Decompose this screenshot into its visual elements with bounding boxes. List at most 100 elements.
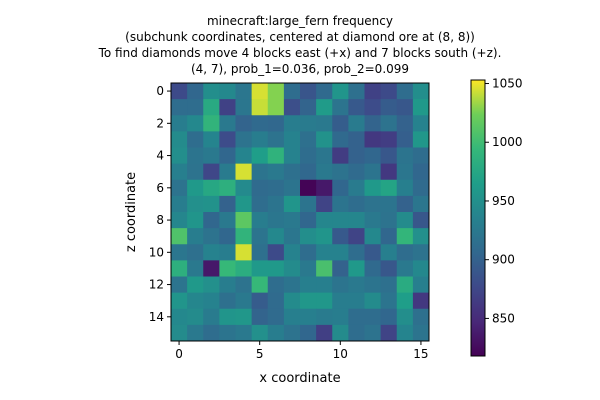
heatmap-cell (332, 147, 349, 165)
heatmap-cell (203, 115, 220, 132)
heatmap-cell (187, 276, 204, 294)
heatmap-cell (316, 324, 333, 342)
heatmap-cell (251, 308, 269, 326)
title-line-4: (4, 7), prob_1=0.036, prob_2=0.099 (190, 62, 410, 76)
heatmap-cell (187, 244, 204, 261)
heatmap-cell (348, 292, 365, 310)
heatmap-cell (171, 308, 188, 326)
heatmap-cell (300, 276, 317, 294)
heatmap-cell (348, 147, 365, 165)
heatmap-cell (300, 131, 317, 148)
heatmap-cell (332, 228, 349, 245)
y-tick-label: 4 (156, 149, 164, 163)
heatmap-cell (283, 179, 301, 197)
heatmap-cell (283, 99, 301, 116)
heatmap-cell (235, 276, 253, 294)
heatmap-cell (300, 292, 317, 310)
heatmap-cell (364, 99, 382, 116)
heatmap-cell (412, 99, 430, 116)
heatmap-cell (412, 276, 430, 294)
heatmap-cell (267, 99, 285, 116)
x-tick-label: 10 (333, 347, 348, 361)
heatmap-cell (203, 131, 220, 148)
heatmap-cell (219, 292, 236, 310)
heatmap-cell (364, 244, 382, 261)
heatmap-cell (283, 228, 301, 245)
heatmap-cell (412, 260, 430, 277)
heatmap-cell (219, 195, 236, 213)
heatmap-cell (300, 147, 317, 165)
heatmap-cell (332, 99, 349, 116)
heatmap-cell (364, 147, 382, 165)
heatmap-cell (316, 99, 333, 116)
heatmap-cell (203, 212, 220, 229)
heatmap-cell (364, 276, 382, 294)
heatmap-cell (283, 115, 301, 132)
x-tick-label: 15 (413, 347, 428, 361)
heatmap-cell (203, 163, 220, 181)
heatmap-cell (187, 99, 204, 116)
colorbar (470, 79, 486, 357)
heatmap-cell (380, 195, 398, 213)
heatmap-cell (267, 276, 285, 294)
heatmap-cell (396, 308, 414, 326)
heatmap-cell (235, 115, 253, 132)
heatmap-cell (396, 212, 414, 229)
heatmap-cell (332, 195, 349, 213)
y-tick-label: 2 (156, 116, 164, 130)
heatmap-cell (251, 147, 269, 165)
colorbar-tick-label: 900 (492, 253, 515, 267)
heatmap-cell (300, 260, 317, 277)
heatmap-cell (235, 212, 253, 229)
heatmap-cell (171, 99, 188, 116)
heatmap-cell (364, 228, 382, 245)
heatmap-cell (235, 179, 253, 197)
heatmap-cell (380, 83, 398, 100)
heatmap-cell (267, 163, 285, 181)
heatmap-cell (219, 115, 236, 132)
heatmap-cell (316, 260, 333, 277)
heatmap-cell (251, 260, 269, 277)
heatmap-cell (171, 260, 188, 277)
heatmap-cell (396, 195, 414, 213)
heatmap-cell (396, 147, 414, 165)
heatmap-cell (171, 131, 188, 148)
heatmap-cell (300, 83, 317, 100)
heatmap-cell (283, 212, 301, 229)
heatmap-cell (187, 308, 204, 326)
heatmap-cell (332, 276, 349, 294)
heatmap-cell (187, 83, 204, 100)
heatmap-cell (380, 99, 398, 116)
heatmap-cell (283, 83, 301, 100)
heatmap-cell (187, 131, 204, 148)
y-tick-label: 14 (149, 310, 164, 324)
heatmap-cell (300, 115, 317, 132)
y-tick-label: 12 (149, 278, 164, 292)
heatmap-cell (348, 324, 365, 342)
heatmap-cell (283, 260, 301, 277)
heatmap-cell (396, 292, 414, 310)
heatmap-cell (235, 324, 253, 342)
heatmap-cell (300, 195, 317, 213)
y-tick-label: 6 (156, 181, 164, 195)
y-tick-label: 10 (149, 245, 164, 259)
heatmap-cell (396, 83, 414, 100)
heatmap-cell (283, 163, 301, 181)
heatmap-cell (267, 324, 285, 342)
heatmap-cell (396, 260, 414, 277)
heatmap-cell (251, 212, 269, 229)
heatmap-cell (171, 83, 188, 100)
heatmap-cell (203, 324, 220, 342)
heatmap-cell (251, 163, 269, 181)
heatmap-cell (267, 195, 285, 213)
heatmap-cell (251, 276, 269, 294)
heatmap-cell (171, 324, 188, 342)
heatmap-cell (412, 115, 430, 132)
heatmap-cell (267, 228, 285, 245)
heatmap-cell (235, 244, 253, 261)
heatmap-cell (348, 179, 365, 197)
heatmap-cell (396, 179, 414, 197)
heatmap-cell (235, 131, 253, 148)
heatmap-cell (219, 131, 236, 148)
heatmap-cell (396, 228, 414, 245)
